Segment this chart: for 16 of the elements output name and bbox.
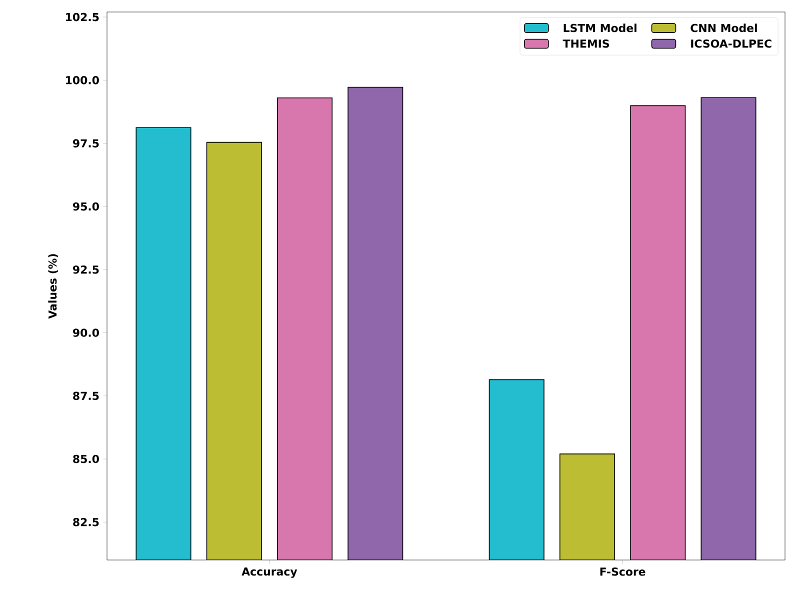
y-axis-title: Values (%)	[48, 254, 58, 319]
y-tick-label: 95.0	[73, 202, 99, 211]
legend-label: ICSOA-DLPEC	[691, 39, 772, 48]
y-tick-label: 87.5	[73, 392, 99, 400]
legend-label: LSTM Model	[564, 24, 636, 32]
y-tick-label: 85.0	[73, 454, 99, 464]
x-tick-label: F-Score	[600, 568, 646, 576]
legend-label: THEMIS	[562, 39, 610, 48]
y-tick-label: 100.0	[66, 76, 99, 84]
x-tick-label: Accuracy	[242, 568, 298, 578]
y-tick-label: 102.5	[66, 12, 99, 22]
y-tick-label: 92.5	[73, 265, 99, 274]
y-tick-label: 82.5	[73, 518, 99, 526]
y-tick-label: 90.0	[73, 328, 99, 337]
legend-label: CNN Model	[690, 24, 757, 32]
y-tick-label: 97.5	[73, 139, 99, 148]
